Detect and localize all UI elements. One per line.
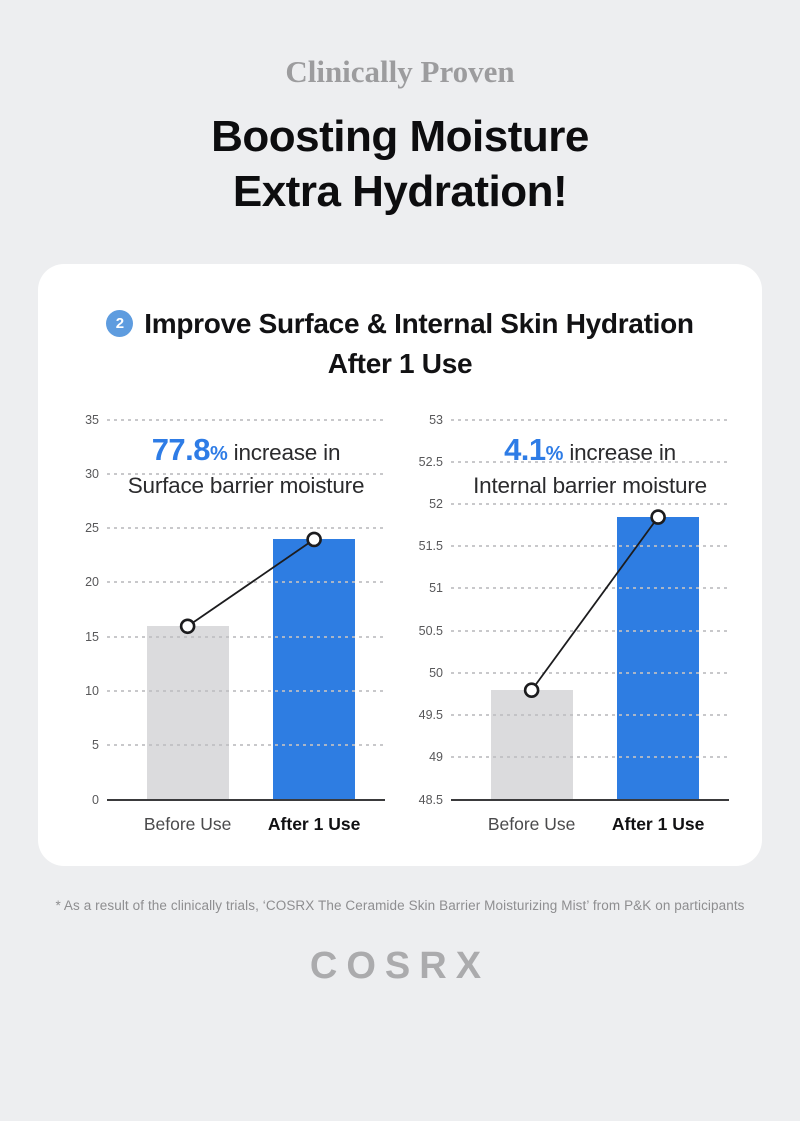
percent-value: 4.1 <box>504 431 546 467</box>
annotation-line1: 77.8% increase in <box>107 434 385 470</box>
y-tick-label: 35 <box>85 412 99 427</box>
page-title: Boosting Moisture Extra Hydration! <box>0 110 800 219</box>
gridline <box>107 581 385 584</box>
gridline <box>451 587 729 590</box>
bar-before-use <box>146 625 229 800</box>
y-tick-label: 48.5 <box>418 792 443 807</box>
number-2-badge: 2 <box>106 310 134 338</box>
y-tick-label: 50.5 <box>418 623 443 638</box>
card-heading-row: 2 Improve Surface & Internal Skin Hydrat… <box>106 304 694 344</box>
page-title-line2: Extra Hydration! <box>232 166 568 216</box>
gridline <box>451 503 729 506</box>
y-tick-label: 5 <box>92 738 99 753</box>
y-tick-label: 52.5 <box>418 454 443 469</box>
y-tick-label: 51.5 <box>418 539 443 554</box>
gridline <box>451 460 729 463</box>
y-tick-label: 25 <box>85 521 99 536</box>
gridline <box>107 744 385 747</box>
percent-sign: % <box>210 442 228 465</box>
hydration-results-card: 2 Improve Surface & Internal Skin Hydrat… <box>38 264 762 866</box>
y-tick-label: 30 <box>85 466 99 481</box>
gridline <box>107 472 385 475</box>
percent-sign: % <box>545 442 564 465</box>
x-category-label: Before Use <box>143 813 232 834</box>
surface-chart-annotation: 77.8% increase in Surface barrier moistu… <box>107 434 385 501</box>
annotation-rest: increase in <box>563 439 676 465</box>
annotation-line2: Surface barrier moisture <box>127 472 365 498</box>
eyebrow-clinically-proven: Clinically Proven <box>285 54 515 89</box>
y-tick-label: 15 <box>85 629 99 644</box>
x-category-label: Before Use <box>487 813 576 834</box>
internal-chart-annotation: 4.1% increase in Internal barrier moistu… <box>451 434 729 501</box>
gridline <box>107 527 385 530</box>
charts-row: 77.8% increase in Surface barrier moistu… <box>54 408 746 836</box>
page-title-line1: Boosting Moisture <box>211 112 589 161</box>
annotation-line1: 4.1% increase in <box>451 434 729 470</box>
annotation-rest: increase in <box>227 439 341 465</box>
x-axis-line <box>107 798 385 801</box>
y-tick-label: 50 <box>429 665 443 680</box>
y-tick-label: 53 <box>429 412 443 427</box>
bar-before-use <box>490 689 573 800</box>
y-tick-label: 20 <box>85 575 99 590</box>
gridline <box>107 418 385 421</box>
annotation-line2: Internal barrier moisture <box>473 472 707 498</box>
clinical-trial-footnote: * As a result of the clinically trials, … <box>55 897 745 913</box>
x-axis-line <box>451 798 729 801</box>
y-tick-label: 10 <box>85 684 99 699</box>
x-category-label: After 1 Use <box>267 813 361 834</box>
y-tick-label: 0 <box>92 792 99 807</box>
y-tick-label: 49 <box>429 750 443 765</box>
y-tick-label: 52 <box>429 497 443 512</box>
gridline <box>451 756 729 759</box>
gridline <box>107 690 385 693</box>
internal-moisture-chart: 4.1% increase in Internal barrier moistu… <box>407 408 737 836</box>
card-heading: 2 Improve Surface & Internal Skin Hydrat… <box>54 304 746 384</box>
cosrx-logo: COSRX <box>309 944 491 987</box>
card-heading-line2: After 1 Use <box>327 347 473 379</box>
y-tick-label: 49.5 <box>418 708 443 723</box>
percent-value: 77.8 <box>151 431 211 467</box>
gridline <box>451 714 729 717</box>
gridline <box>107 635 385 638</box>
gridline <box>451 418 729 421</box>
y-tick-label: 51 <box>429 581 443 596</box>
surface-moisture-chart: 77.8% increase in Surface barrier moistu… <box>63 408 393 836</box>
gridline <box>451 671 729 674</box>
x-category-label: After 1 Use <box>611 813 705 834</box>
gridline <box>451 629 729 632</box>
card-heading-line1: Improve Surface & Internal Skin Hydratio… <box>144 308 694 340</box>
gridline <box>451 545 729 548</box>
bar-after-1-use <box>273 539 356 800</box>
